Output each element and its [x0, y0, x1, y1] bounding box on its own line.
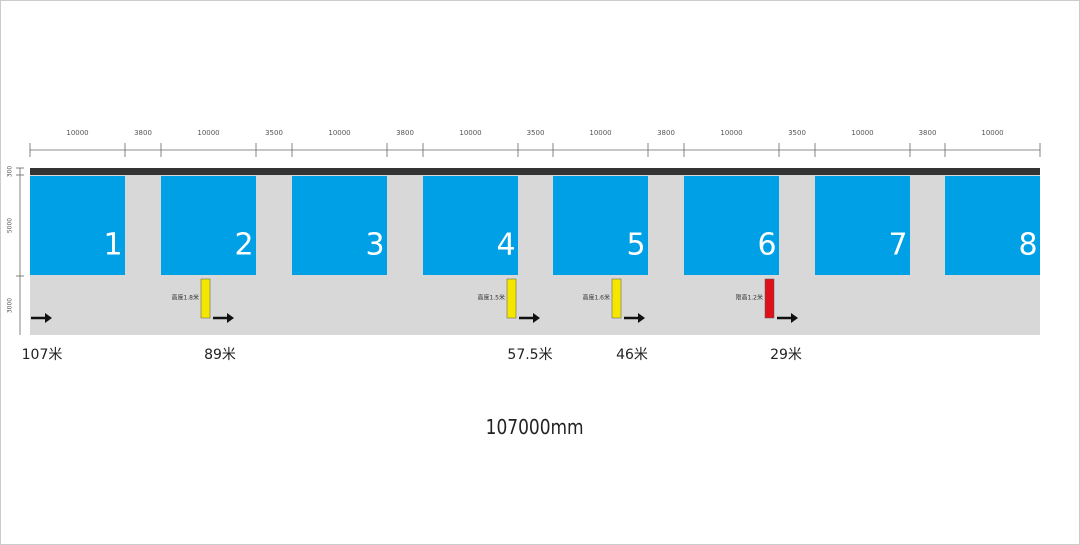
arrow-head: [638, 313, 645, 323]
bay-number: 5: [626, 228, 645, 263]
marker-label: 高度1.5米: [477, 294, 505, 302]
dimension-label: 10000: [66, 129, 88, 137]
bay: [292, 176, 387, 275]
arrow-head: [533, 313, 540, 323]
dimension-label: 3500: [788, 129, 806, 137]
bay: [553, 176, 648, 275]
bay-number: 7: [888, 228, 907, 263]
height-marker: [764, 278, 775, 319]
distance-label: 29米: [770, 347, 802, 363]
side-dimension-label: 300: [7, 166, 14, 178]
distance-label: 57.5米: [507, 347, 552, 363]
dimension-label: 10000: [459, 129, 481, 137]
dimension-label: 3800: [919, 129, 937, 137]
bay-number: 3: [365, 228, 384, 263]
side-dimension-label: 3000: [7, 298, 14, 313]
height-marker: [611, 278, 622, 319]
bay-number: 2: [234, 228, 253, 263]
bay-number: 1: [103, 228, 122, 263]
dimension-label: 3800: [396, 129, 414, 137]
dimension-label: 3500: [265, 129, 283, 137]
marker-label: 高度1.8米: [171, 294, 199, 302]
bay: [423, 176, 518, 275]
bay: [161, 176, 256, 275]
distance-label: 89米: [204, 347, 236, 363]
dimension-label: 10000: [197, 129, 219, 137]
marker-label: 限高1.2米: [735, 294, 763, 302]
arrow-head: [791, 313, 798, 323]
bay-number: 4: [496, 228, 515, 263]
bay: [30, 176, 125, 275]
bay-number: 8: [1018, 228, 1037, 263]
dimension-label: 3500: [527, 129, 545, 137]
bay: [684, 176, 779, 275]
arrow-head: [227, 313, 234, 323]
arrow-head: [45, 313, 52, 323]
bay-number: 6: [757, 228, 776, 263]
dimension-label: 3800: [134, 129, 152, 137]
distance-label: 46米: [616, 347, 648, 363]
side-dimension-label: 5000: [7, 218, 14, 233]
dimension-label: 10000: [981, 129, 1003, 137]
bay: [815, 176, 910, 275]
total-length: 107000mm: [486, 417, 584, 440]
dimension-label: 3800: [657, 129, 675, 137]
dimension-label: 10000: [328, 129, 350, 137]
marker-label: 高度1.6米: [582, 294, 610, 302]
dimension-label: 10000: [851, 129, 873, 137]
height-marker: [506, 278, 517, 319]
dimension-label: 10000: [589, 129, 611, 137]
wall: [30, 168, 1040, 175]
height-marker: [200, 278, 211, 319]
distance-label: 107米: [22, 347, 63, 363]
bay: [945, 176, 1040, 275]
dimension-label: 10000: [720, 129, 742, 137]
